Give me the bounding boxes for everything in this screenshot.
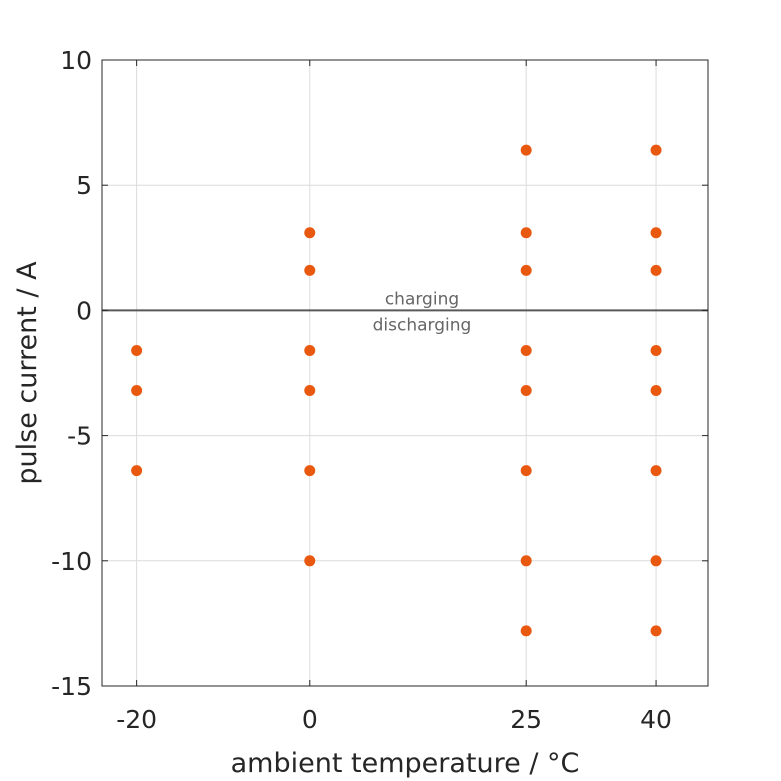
data-point: [304, 465, 316, 477]
data-point: [650, 385, 662, 397]
y-tick-label: 10: [60, 46, 92, 75]
data-point: [304, 385, 316, 397]
charging-label: charging: [385, 289, 459, 309]
data-point: [304, 344, 316, 356]
data-point: [650, 264, 662, 276]
data-point: [520, 144, 532, 156]
x-tick-label: -20: [116, 705, 157, 734]
x-tick-label: 25: [510, 705, 542, 734]
data-point: [650, 465, 662, 477]
data-point: [650, 144, 662, 156]
data-point: [131, 385, 143, 397]
y-tick-label: -10: [51, 547, 92, 576]
data-point: [520, 264, 532, 276]
data-point: [520, 227, 532, 239]
y-tick-label: 0: [76, 296, 92, 325]
y-tick-label: 5: [76, 171, 92, 200]
grid-lines: [102, 59, 708, 687]
y-tick-label: -5: [67, 422, 92, 451]
y-axis-title: pulse current / A: [12, 261, 43, 485]
discharging-label: discharging: [373, 315, 472, 335]
data-point: [650, 344, 662, 356]
data-point: [520, 555, 532, 567]
data-point: [650, 555, 662, 567]
tick-marks: [102, 59, 708, 687]
data-point: [304, 555, 316, 567]
y-tick-label: -15: [51, 672, 92, 701]
data-points: [131, 144, 662, 637]
data-point: [520, 465, 532, 477]
x-tick-label: 40: [640, 705, 672, 734]
data-point: [304, 227, 316, 239]
data-point: [131, 465, 143, 477]
y-tick-labels: 10 5 0 -5 -10 -15: [51, 46, 92, 701]
plot-area-frame: [101, 59, 709, 687]
x-axis-title: ambient temperature / °C: [231, 748, 580, 779]
x-tick-label: 0: [302, 705, 318, 734]
data-point: [520, 385, 532, 397]
data-point: [520, 625, 532, 637]
x-tick-labels: -20 0 25 40: [116, 705, 672, 734]
data-point: [304, 264, 316, 276]
data-point: [650, 625, 662, 637]
data-point: [131, 344, 143, 356]
data-point: [650, 227, 662, 239]
data-point: [520, 344, 532, 356]
